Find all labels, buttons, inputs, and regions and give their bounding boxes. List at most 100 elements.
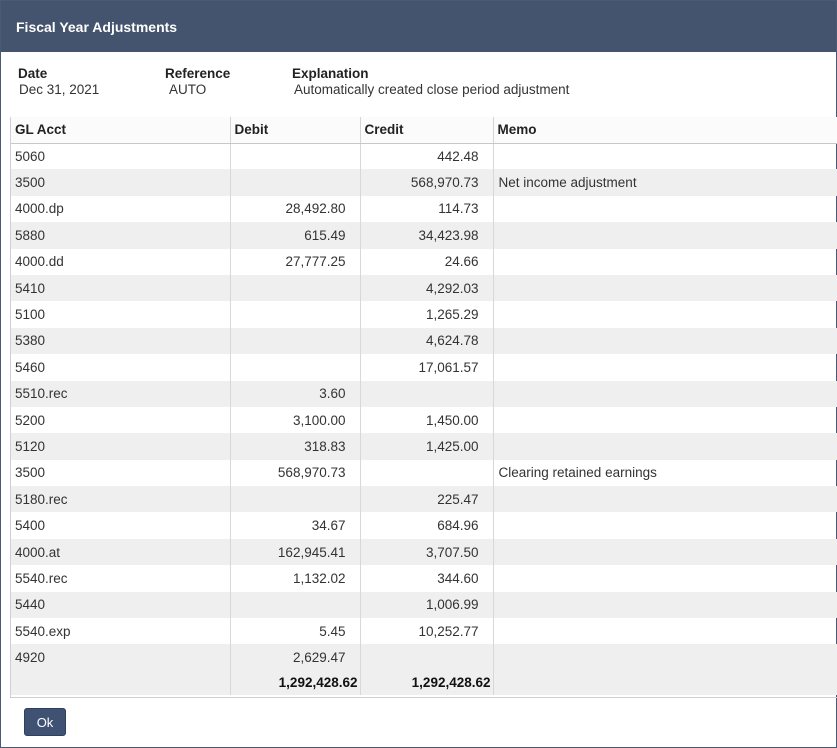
debit-cell: 1,132.02 xyxy=(230,565,361,592)
debit-cell: 3.60 xyxy=(230,380,361,407)
memo-cell xyxy=(493,195,837,223)
memo-cell xyxy=(493,380,837,407)
gl-acct-cell: 5540.rec xyxy=(11,565,231,592)
total-debit-cell: 1,292,428.62 xyxy=(230,670,361,695)
table-row[interactable]: 5380 4,624.78 xyxy=(11,327,837,355)
debit-cell: 5.45 xyxy=(230,618,361,645)
reference-value: AUTO xyxy=(169,82,207,97)
totals-row: 1,292,428.62 1,292,428.62 xyxy=(11,670,837,695)
table-row[interactable]: 4000.at 162,945.41 3,707.50 xyxy=(11,538,837,566)
column-header-memo[interactable]: Memo xyxy=(493,117,837,144)
memo-cell xyxy=(493,222,837,249)
debit-cell xyxy=(230,486,361,513)
table-row[interactable]: 4000.dd 27,777.25 24.66 xyxy=(11,248,837,275)
memo-cell xyxy=(493,433,837,460)
date-field: Date Dec 31, 2021 xyxy=(18,66,99,98)
table-row[interactable]: 5410 4,292.03 xyxy=(11,274,837,302)
ok-button[interactable]: Ok xyxy=(24,708,66,736)
table-row[interactable]: 5200 3,100.00 1,450.00 xyxy=(11,406,837,434)
debit-cell: 2,629.47 xyxy=(230,644,361,671)
credit-cell: 114.73 xyxy=(360,195,494,223)
debit-cell: 3,100.00 xyxy=(230,406,361,434)
adjustments-table: GL Acct Debit Credit Memo 5060 442.48 3500… xyxy=(11,117,837,695)
table-row[interactable]: 5120 318.83 1,425.00 xyxy=(11,433,837,460)
debit-cell xyxy=(230,327,361,355)
memo-cell xyxy=(493,565,837,592)
gl-acct-cell: 5120 xyxy=(11,433,231,460)
credit-cell: 34,423.98 xyxy=(360,222,494,249)
grid-body: 5060 442.48 3500 568,970.73 Net income adjus… xyxy=(11,143,837,695)
debit-cell xyxy=(230,274,361,302)
credit-cell: 4,292.03 xyxy=(360,274,494,302)
table-row[interactable]: 5180.rec 225.47 xyxy=(11,486,837,513)
credit-cell: 684.96 xyxy=(360,512,494,539)
gl-acct-cell: 5200 xyxy=(11,406,231,434)
debit-cell xyxy=(230,354,361,381)
debit-cell xyxy=(230,301,361,328)
debit-cell: 28,492.80 xyxy=(230,195,361,223)
memo-cell xyxy=(493,248,837,275)
explanation-label: Explanation xyxy=(292,66,369,81)
table-row[interactable]: 3500 568,970.73 Clearing retained earnings xyxy=(11,459,837,487)
debit-cell: 34.67 xyxy=(230,512,361,539)
header-row: GL Acct Debit Credit Memo xyxy=(11,117,837,144)
column-header-gl-acct[interactable]: GL Acct xyxy=(11,117,231,144)
table-row[interactable]: 5100 1,265.29 xyxy=(11,301,837,328)
gl-acct-cell: 5460 xyxy=(11,354,231,381)
credit-cell: 442.48 xyxy=(360,143,494,170)
credit-cell xyxy=(360,644,494,671)
gl-acct-cell: 5100 xyxy=(11,301,231,328)
debit-cell: 27,777.25 xyxy=(230,248,361,275)
credit-cell: 1,265.29 xyxy=(360,301,494,328)
memo-cell xyxy=(493,274,837,302)
credit-cell: 1,450.00 xyxy=(360,406,494,434)
table-row[interactable]: 4000.dp 28,492.80 114.73 xyxy=(11,195,837,223)
column-header-debit[interactable]: Debit xyxy=(230,117,361,144)
memo-cell xyxy=(493,644,837,671)
table-row[interactable]: 5540.exp 5.45 10,252.77 xyxy=(11,618,837,645)
credit-cell: 10,252.77 xyxy=(360,618,494,645)
credit-cell xyxy=(360,459,494,487)
gl-acct-cell: 4920 xyxy=(11,644,231,671)
header-fields: Date Dec 31, 2021 Reference AUTO Explana… xyxy=(1,52,836,104)
credit-cell: 225.47 xyxy=(360,486,494,513)
gl-acct-cell: 4000.dp xyxy=(11,195,231,223)
table-row[interactable]: 5510.rec 3.60 xyxy=(11,380,837,407)
table-row[interactable]: 5400 34.67 684.96 xyxy=(11,512,837,539)
totals-label-cell xyxy=(11,670,231,695)
table-row[interactable]: 5060 442.48 xyxy=(11,143,837,170)
explanation-value: Automatically created close period adjus… xyxy=(294,82,570,97)
column-header-credit[interactable]: Credit xyxy=(360,117,494,144)
credit-cell: 1,006.99 xyxy=(360,591,494,619)
memo-cell xyxy=(493,143,837,170)
gl-acct-cell: 5060 xyxy=(11,143,231,170)
table-row[interactable]: 5440 1,006.99 xyxy=(11,591,837,619)
memo-cell xyxy=(493,301,837,328)
explanation-field: Explanation Automatically created close … xyxy=(292,66,569,98)
gl-acct-cell: 4000.dd xyxy=(11,248,231,275)
table-row[interactable]: 5540.rec 1,132.02 344.60 xyxy=(11,565,837,592)
table-row[interactable]: 5460 17,061.57 xyxy=(11,354,837,381)
table-row[interactable]: 4920 2,629.47 xyxy=(11,644,837,671)
debit-cell: 318.83 xyxy=(230,433,361,460)
memo-cell xyxy=(493,354,837,381)
gl-acct-cell: 5510.rec xyxy=(11,380,231,407)
dialog-title: Fiscal Year Adjustments xyxy=(1,1,836,52)
debit-cell xyxy=(230,143,361,170)
debit-cell: 615.49 xyxy=(230,222,361,249)
gl-acct-cell: 3500 xyxy=(11,459,231,487)
memo-cell xyxy=(493,538,837,566)
credit-cell: 1,425.00 xyxy=(360,433,494,460)
credit-cell: 344.60 xyxy=(360,565,494,592)
debit-cell xyxy=(230,169,361,196)
debit-cell: 162,945.41 xyxy=(230,538,361,566)
table-row[interactable]: 3500 568,970.73 Net income adjustment xyxy=(11,169,837,196)
credit-cell: 17,061.57 xyxy=(360,354,494,381)
credit-cell: 3,707.50 xyxy=(360,538,494,566)
memo-cell: Net income adjustment xyxy=(493,169,837,196)
memo-cell xyxy=(493,618,837,645)
table-row[interactable]: 5880 615.49 34,423.98 xyxy=(11,222,837,249)
reference-label: Reference xyxy=(165,66,231,81)
gl-acct-cell: 5880 xyxy=(11,222,231,249)
